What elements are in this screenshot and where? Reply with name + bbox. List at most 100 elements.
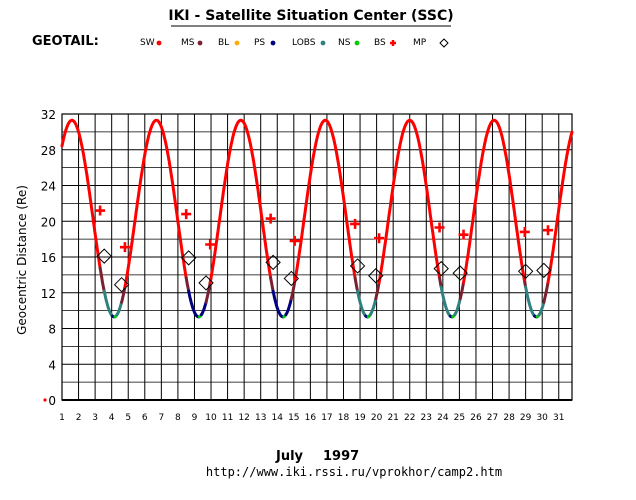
y-tick-label: 24 <box>41 180 56 194</box>
orbit-segment <box>458 281 465 301</box>
year-label: 1997 <box>323 449 359 464</box>
x-tick-label: 1 <box>59 413 65 423</box>
magnetopause-marker <box>180 250 197 266</box>
orbit-segment <box>453 297 462 317</box>
x-tick-label: 23 <box>421 413 432 423</box>
legend-label-bl: BL <box>218 38 229 48</box>
legend-marker-ms <box>197 40 203 46</box>
bow-shock-marker <box>458 229 469 240</box>
legend-label-lobs: LOBS <box>292 38 316 48</box>
orbit-segment <box>115 300 124 317</box>
x-tick-label: 5 <box>125 413 131 423</box>
x-tick-label: 17 <box>321 413 332 423</box>
orbit-segment <box>356 289 368 318</box>
y-tick-label: 0 <box>48 394 56 408</box>
magnetopause-marker <box>113 276 130 293</box>
bow-shock-marker <box>434 222 445 233</box>
orbit-segment <box>98 266 106 293</box>
y-tick-label: 28 <box>41 144 56 158</box>
origin-dot <box>43 398 47 402</box>
orbit-segment <box>537 300 546 317</box>
x-tick-label: 30 <box>536 413 548 423</box>
legend-marker-lobs <box>320 40 326 46</box>
y-tick-label: 16 <box>41 251 56 265</box>
legend-marker-ns <box>354 40 360 46</box>
source-url: http://www.iki.rssi.ru/vprokhor/camp2.ht… <box>206 465 502 479</box>
bow-shock-marker <box>374 233 385 244</box>
legend-label-mp: MP <box>413 38 427 48</box>
x-tick-label: 13 <box>255 413 266 423</box>
legend-marker-bs <box>390 40 396 46</box>
x-tick-label: 9 <box>192 413 198 423</box>
orbit-segment <box>353 276 360 293</box>
y-tick-label: 12 <box>41 287 56 301</box>
x-tick-label: 3 <box>92 413 98 423</box>
orbit-curve <box>60 118 574 319</box>
y-tick-label: 8 <box>48 323 56 337</box>
x-tick-label: 8 <box>175 413 181 423</box>
orbit-segment <box>374 281 381 301</box>
bow-shock-marker <box>265 213 276 224</box>
orbit-segment <box>102 289 114 318</box>
magnetopause-marker <box>265 254 281 271</box>
legend-label-ns: NS <box>338 38 351 48</box>
bow-shock-marker <box>119 242 130 253</box>
y-tick-label: 20 <box>41 215 56 229</box>
x-tick-label: 27 <box>487 413 498 423</box>
satellite-label: GEOTAIL: <box>32 34 99 49</box>
x-tick-label: 4 <box>109 413 115 423</box>
legend-marker-mp <box>439 38 449 48</box>
x-tick-label: 6 <box>142 413 148 423</box>
orbit-segment <box>284 297 293 317</box>
x-tick-label: 28 <box>503 413 515 423</box>
orbit-segment <box>377 118 441 284</box>
legend-label-ms: MS <box>181 38 195 48</box>
magnetopause-marker <box>433 260 449 277</box>
plot-grid <box>61 113 573 401</box>
bow-shock-marker <box>350 218 361 229</box>
x-tick-label: 31 <box>553 413 564 423</box>
x-tick-label: 29 <box>520 413 532 423</box>
legend-marker-bl <box>234 40 240 46</box>
x-tick-labels: 1 2 3 4 5 6 7 8 9 10 11 12 13 14 15 16 17 18 19 20 21 22 23 24 2… <box>59 413 564 423</box>
x-tick-label: 15 <box>288 413 299 423</box>
crossing-markers <box>95 205 553 293</box>
orbit-segment <box>546 130 574 284</box>
legend-label-ps: PS <box>254 38 265 48</box>
legend: SW MS BL PS LOBS NS BS MP <box>140 38 449 48</box>
x-tick-label: 10 <box>205 413 217 423</box>
legend-label-bs: BS <box>374 38 386 48</box>
x-tick-label: 2 <box>76 413 82 423</box>
orbit-segment <box>462 118 527 284</box>
orbit-segment <box>60 118 102 270</box>
bow-shock-marker <box>519 226 530 237</box>
magnetopause-marker <box>283 270 300 287</box>
magnetopause-marker <box>368 268 384 284</box>
x-tick-label: 16 <box>305 413 317 423</box>
x-tick-label: 18 <box>338 413 350 423</box>
orbit-segment <box>199 300 208 317</box>
orbit-segment <box>524 285 537 318</box>
x-tick-label: 20 <box>371 413 383 423</box>
magnetopause-marker <box>517 263 534 280</box>
magnetopause-marker <box>198 275 214 291</box>
orbit-segment <box>120 285 127 304</box>
orbit-segment <box>368 297 378 317</box>
magnetopause-marker <box>349 258 366 274</box>
orbit-segment <box>542 281 550 304</box>
bow-shock-marker <box>205 239 216 250</box>
x-tick-label: 21 <box>387 413 398 423</box>
y-axis-label: Geocentric Distance (Re) <box>15 185 29 335</box>
orbit-segment <box>271 289 283 318</box>
orbit-segment <box>439 285 452 318</box>
x-tick-label: 12 <box>238 413 249 423</box>
legend-label-sw: SW <box>140 38 155 48</box>
y-tick-label: 32 <box>41 108 56 122</box>
magnetopause-marker <box>452 265 468 281</box>
bow-shock-marker <box>542 225 553 236</box>
legend-marker-sw <box>156 40 162 46</box>
orbit-segment <box>184 276 191 293</box>
legend-marker-ps <box>270 40 276 46</box>
x-tick-label: 22 <box>404 413 415 423</box>
y-tick-labels: 0 4 8 12 16 20 24 28 32 <box>41 108 56 408</box>
